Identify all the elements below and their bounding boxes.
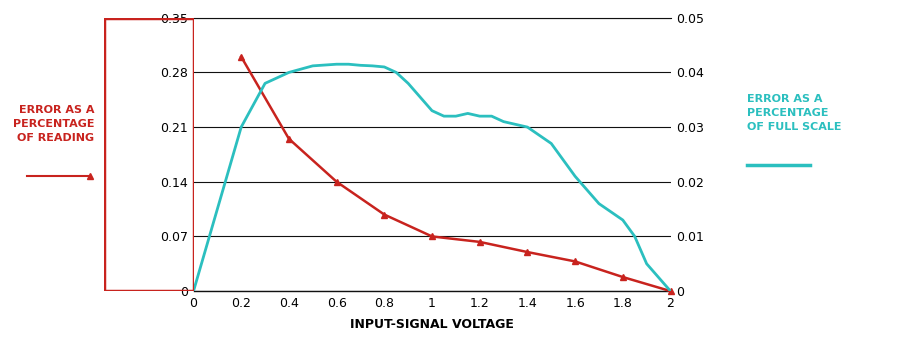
Text: ERROR AS A
PERCENTAGE
OF READING: ERROR AS A PERCENTAGE OF READING	[13, 105, 94, 143]
Text: ERROR AS A
PERCENTAGE
OF FULL SCALE: ERROR AS A PERCENTAGE OF FULL SCALE	[747, 94, 842, 132]
X-axis label: INPUT-SIGNAL VOLTAGE: INPUT-SIGNAL VOLTAGE	[350, 318, 514, 331]
